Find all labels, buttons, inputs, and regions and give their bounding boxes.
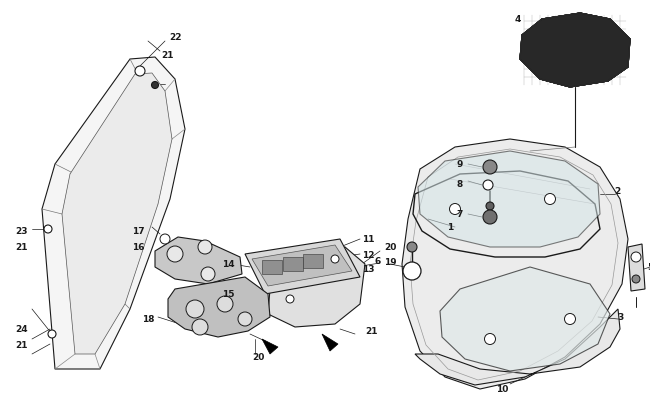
Circle shape (135, 67, 145, 77)
Text: 22: 22 (169, 34, 181, 43)
Circle shape (483, 211, 497, 224)
Circle shape (483, 161, 497, 175)
Polygon shape (268, 247, 365, 327)
Circle shape (564, 314, 575, 325)
Circle shape (48, 330, 56, 338)
Circle shape (160, 234, 170, 244)
Text: 10: 10 (496, 385, 508, 394)
Polygon shape (155, 237, 242, 284)
Polygon shape (322, 334, 338, 351)
Polygon shape (418, 151, 600, 247)
Circle shape (217, 296, 233, 312)
Text: 2: 2 (614, 187, 620, 196)
Text: 4: 4 (515, 15, 521, 24)
Text: 17: 17 (132, 227, 144, 236)
Text: 21: 21 (162, 50, 174, 60)
Text: 11: 11 (362, 235, 374, 244)
Text: 7: 7 (457, 210, 463, 219)
Circle shape (186, 300, 204, 318)
Circle shape (167, 246, 183, 262)
Text: 21: 21 (366, 327, 378, 336)
Circle shape (331, 256, 339, 263)
Text: 15: 15 (222, 290, 234, 299)
Text: 23: 23 (16, 227, 28, 236)
Text: 13: 13 (362, 265, 374, 274)
Polygon shape (283, 257, 303, 271)
Polygon shape (245, 239, 360, 294)
Polygon shape (168, 277, 270, 337)
Circle shape (192, 319, 208, 335)
Circle shape (44, 226, 52, 233)
Text: 19: 19 (384, 258, 396, 267)
Circle shape (286, 295, 294, 303)
Text: 1: 1 (447, 223, 453, 232)
Circle shape (238, 312, 252, 326)
Circle shape (632, 275, 640, 284)
Text: 21: 21 (16, 243, 28, 252)
Polygon shape (440, 267, 610, 371)
Text: 14: 14 (222, 260, 234, 269)
Text: 12: 12 (362, 251, 374, 260)
Text: 21: 21 (16, 341, 28, 350)
Text: 20: 20 (252, 353, 264, 362)
Text: 3: 3 (617, 313, 623, 322)
Text: 6: 6 (375, 257, 381, 266)
Polygon shape (402, 140, 628, 389)
Polygon shape (252, 245, 352, 286)
Circle shape (151, 82, 159, 89)
Circle shape (407, 243, 417, 252)
Circle shape (403, 262, 421, 280)
Text: 9: 9 (457, 160, 463, 169)
Circle shape (486, 202, 494, 211)
Polygon shape (303, 254, 323, 269)
Text: 18: 18 (142, 315, 154, 324)
Circle shape (483, 181, 493, 190)
Circle shape (450, 204, 460, 215)
Circle shape (484, 334, 495, 345)
Polygon shape (62, 74, 172, 354)
Text: 16: 16 (132, 243, 144, 252)
Text: 20: 20 (384, 243, 396, 252)
Polygon shape (262, 260, 282, 274)
Text: 8: 8 (457, 180, 463, 189)
Polygon shape (520, 14, 630, 88)
Text: 5: 5 (647, 263, 650, 272)
Polygon shape (262, 339, 278, 354)
Circle shape (201, 267, 215, 281)
Polygon shape (415, 309, 620, 385)
Circle shape (198, 241, 212, 254)
Text: 24: 24 (16, 325, 29, 334)
Circle shape (631, 252, 641, 262)
Polygon shape (628, 244, 645, 291)
Polygon shape (42, 58, 185, 369)
Circle shape (545, 194, 556, 205)
